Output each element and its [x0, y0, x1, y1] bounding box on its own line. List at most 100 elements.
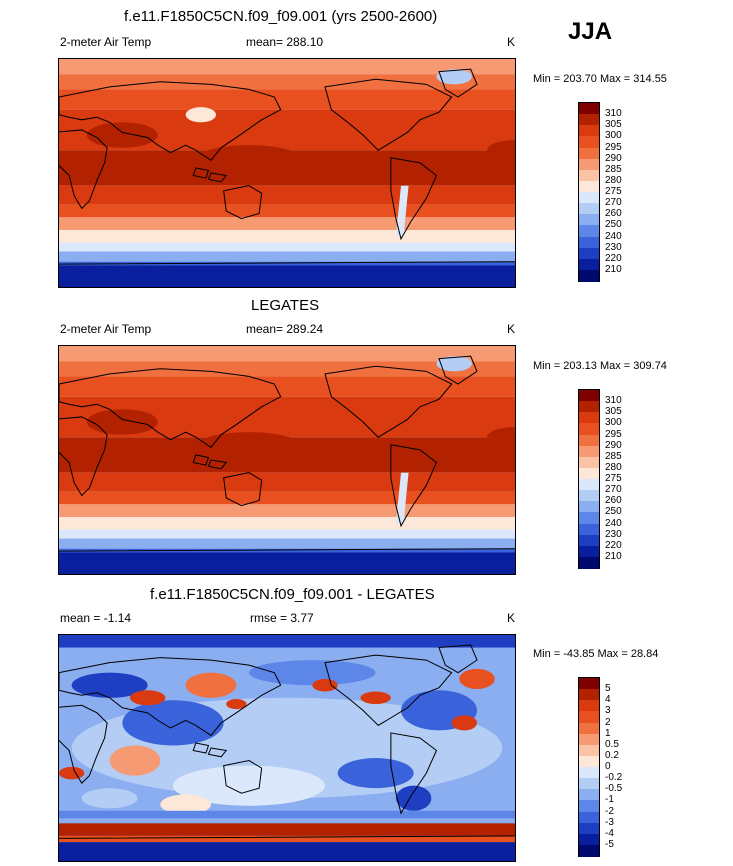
colorbar-tick-label: 250 — [605, 506, 622, 518]
difference-region — [59, 810, 515, 819]
warm-bias-region — [451, 715, 477, 731]
warm-region — [86, 409, 158, 435]
colorbar-tick-label: 290 — [605, 439, 622, 451]
temperature-band — [59, 242, 515, 252]
difference-region — [71, 672, 148, 698]
coastline — [59, 261, 515, 265]
coastline — [324, 654, 453, 727]
colorbar-cell — [579, 445, 599, 458]
coastline — [207, 747, 228, 758]
warm-region — [487, 140, 515, 161]
map-plot — [59, 59, 515, 287]
colorbar-cell — [579, 258, 599, 271]
colorbar-cell — [579, 456, 599, 469]
antarctic-region — [59, 552, 515, 574]
difference-region — [160, 794, 211, 815]
panel-2-colorbar: 310 305 300 295 290 285 280 275 270 260 250 240 230 2… — [578, 389, 622, 569]
cold-region — [436, 356, 472, 372]
colorbar-tick-label: -2 — [605, 805, 614, 817]
colorbar-cell — [579, 103, 599, 115]
colorbar-tick-label: 285 — [605, 163, 622, 175]
colorbar-cell — [579, 811, 599, 824]
colorbar-tick-label: 2 — [605, 716, 611, 728]
colorbar-cell — [579, 467, 599, 480]
coastline — [223, 472, 263, 507]
difference-region — [173, 765, 325, 806]
difference-region — [81, 788, 138, 809]
colorbar-cell — [579, 800, 599, 812]
cold-region — [185, 107, 217, 123]
panel-3-map — [58, 634, 516, 862]
colorbar-cell — [579, 114, 599, 126]
colorbar-tick-label: 260 — [605, 495, 622, 507]
colorbar-tick-label: 290 — [605, 152, 622, 164]
colorbar-cell — [579, 479, 599, 491]
colorbar-tick-label: 230 — [605, 528, 622, 540]
colorbar-tick-label: -0.2 — [605, 772, 623, 784]
difference-region — [249, 660, 376, 686]
warm-region — [487, 427, 515, 448]
panel-2-variable: 2-meter Air Temp — [60, 322, 152, 336]
colorbar-tick-label: 300 — [605, 130, 622, 142]
cold-bias-region — [59, 842, 515, 861]
antarctic-region — [59, 265, 515, 287]
colorbar-tick-label: 1 — [605, 727, 611, 739]
colorbar-cell — [579, 844, 599, 857]
colorbar-cell — [579, 789, 599, 801]
coastline — [59, 548, 515, 552]
panel-3-mean: mean = -1.14 — [60, 611, 132, 625]
temperature-band — [59, 89, 515, 110]
coastline — [192, 454, 210, 466]
temperature-band — [59, 422, 515, 438]
colorbar-cell — [579, 744, 599, 757]
colorbar-tick-label: 5 — [605, 683, 611, 695]
colorbar-cell — [579, 236, 599, 249]
coastline — [59, 368, 282, 449]
coastline — [390, 444, 438, 528]
colorbar-cell — [579, 180, 599, 193]
coastline — [223, 185, 263, 220]
colorbar-cell — [579, 434, 599, 447]
coastline — [207, 172, 228, 183]
colorbar-cell — [579, 523, 599, 536]
panel-2-map — [58, 345, 516, 575]
colorbar-tick-label: 305 — [605, 406, 622, 418]
coastline — [59, 704, 108, 784]
temperature-band — [59, 376, 515, 397]
warm-bias-region — [360, 691, 391, 705]
colorbar-cell — [579, 269, 599, 282]
colorbar-cell — [579, 512, 599, 524]
colorbar-tick-label: 3 — [605, 705, 611, 717]
warm-region — [198, 145, 300, 171]
warm-bias-region — [312, 678, 338, 692]
temperature-band — [59, 217, 515, 230]
colorbar-tick-label: 295 — [605, 141, 622, 153]
colorbar-cell — [579, 158, 599, 171]
temperature-band — [59, 185, 515, 205]
colorbar-tick-label: 310 — [605, 108, 622, 120]
colorbar-cell — [579, 125, 599, 137]
temperature-band — [59, 251, 515, 262]
panel-3-minmax: Min = -43.85 Max = 28.84 — [533, 648, 659, 660]
difference-region — [395, 785, 432, 811]
panel-2-units: K — [507, 322, 516, 336]
colorbar-tick-label: -0.5 — [605, 783, 623, 795]
colorbar-tick-label: 300 — [605, 417, 622, 429]
colorbar-cell — [579, 225, 599, 237]
temperature-band — [59, 361, 515, 377]
colorbar-cell — [579, 247, 599, 260]
coastline — [192, 742, 210, 754]
colorbar-tick-label: 260 — [605, 208, 622, 220]
colorbar-tick-label: 280 — [605, 174, 622, 186]
panel-1-mean: mean= 288.10 — [246, 35, 324, 49]
colorbar-tick-label: -1 — [605, 794, 614, 806]
colorbar-tick-label: 305 — [605, 119, 622, 131]
colorbar-cell — [579, 501, 599, 513]
temperature-band — [59, 346, 515, 362]
colorbar-cell — [579, 778, 599, 790]
colorbar-tick-label: 240 — [605, 230, 622, 242]
warm-bias-region — [226, 699, 247, 710]
colorbar-cell — [579, 689, 599, 701]
difference-region — [459, 668, 495, 689]
panel-1-variable: 2-meter Air Temp — [60, 35, 152, 49]
